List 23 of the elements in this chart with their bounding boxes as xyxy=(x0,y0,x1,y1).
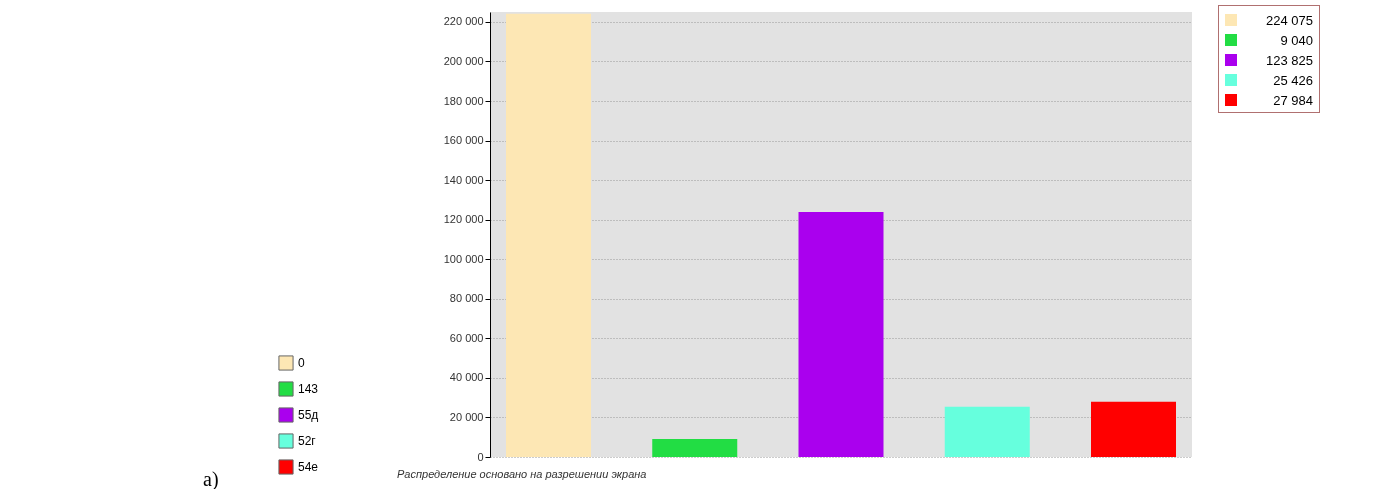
legend-label: 55д xyxy=(298,408,319,422)
y-tick-label: 160 000 xyxy=(443,134,484,147)
y-tick-label: 120 000 xyxy=(443,213,484,226)
legend-label: 52г xyxy=(298,434,317,448)
legend-label: 0 xyxy=(298,356,305,370)
y-tick-label: 80 000 xyxy=(449,292,484,305)
text: 224 075 xyxy=(1266,12,1313,28)
text: 27 984 xyxy=(1273,92,1313,108)
text: 123 825 xyxy=(1266,52,1313,68)
y-tick-label: 40 000 xyxy=(449,371,484,384)
text: 9 040 xyxy=(1280,32,1313,48)
y-tick-label: 200 000 xyxy=(443,54,484,67)
legend-label: 143 xyxy=(298,382,319,396)
y-tick-label: 100 000 xyxy=(443,252,484,265)
legend-label: 54е xyxy=(298,460,319,474)
y-tick-label: 180 000 xyxy=(443,94,484,107)
y-tick-label: 0 xyxy=(477,450,484,463)
y-tick-label: 60 000 xyxy=(449,331,484,344)
y-tick-label: 140 000 xyxy=(443,173,484,186)
text: 25 426 xyxy=(1273,72,1313,88)
text: Распределение основано на разрешении экрана xyxy=(397,468,647,480)
y-tick-label: 220 000 xyxy=(443,15,484,28)
y-tick-label: 20 000 xyxy=(449,410,484,423)
